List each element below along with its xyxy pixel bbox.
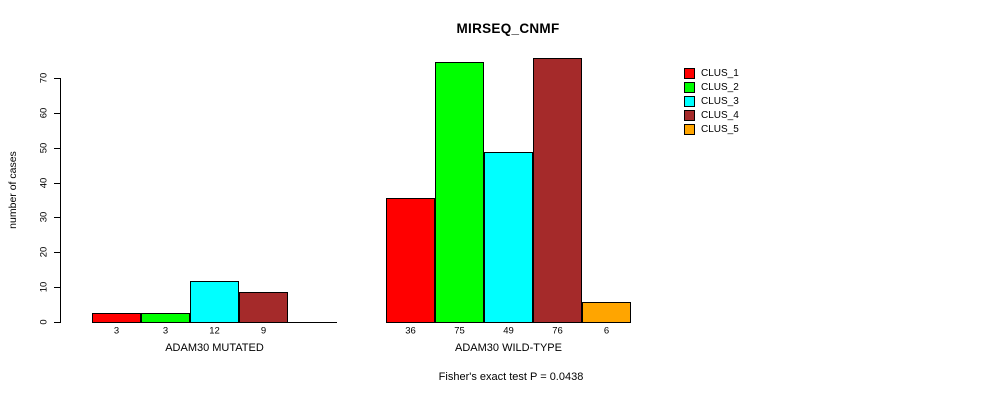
bar-value-label: 6 <box>603 325 610 337</box>
group-label: ADAM30 WILD-TYPE <box>455 342 562 354</box>
y-axis-tick <box>54 78 60 79</box>
bar <box>533 58 582 323</box>
y-axis-tick-label: 10 <box>38 281 50 293</box>
fisher-test-caption: Fisher's exact test P = 0.0438 <box>438 371 584 383</box>
bar <box>141 313 190 323</box>
y-axis-tick-label: 40 <box>38 177 50 189</box>
bar <box>435 62 484 323</box>
bar-value-label: 3 <box>162 325 169 337</box>
y-axis-tick-label: 0 <box>38 319 50 325</box>
y-axis-line <box>60 78 61 323</box>
bar-value-label: 49 <box>503 325 514 337</box>
y-axis-tick <box>54 287 60 288</box>
bar-value-label: 75 <box>454 325 465 337</box>
bar-value-label: 76 <box>552 325 563 337</box>
bar-value-label: 3 <box>113 325 120 337</box>
bar <box>386 198 435 323</box>
bar-value-label: 36 <box>405 325 416 337</box>
y-axis-tick <box>54 148 60 149</box>
bar <box>239 292 288 323</box>
y-axis-tick <box>54 217 60 218</box>
bar <box>190 281 239 323</box>
bar <box>582 302 631 323</box>
y-axis-tick <box>54 252 60 253</box>
y-axis-tick-label: 20 <box>38 246 50 258</box>
bar-zero <box>288 322 337 323</box>
y-axis-title: number of cases <box>7 151 19 229</box>
chart-title: MIRSEQ_CNMF <box>456 21 560 36</box>
y-axis-tick-label: 50 <box>38 142 50 154</box>
y-axis-tick <box>54 183 60 184</box>
y-axis-tick-label: 70 <box>38 72 50 84</box>
y-axis-tick <box>54 322 60 323</box>
y-axis-tick-label: 30 <box>38 211 50 223</box>
group-label: ADAM30 MUTATED <box>165 342 264 354</box>
y-axis-tick-label: 60 <box>38 107 50 119</box>
bar-value-label: 9 <box>260 325 267 337</box>
bar-value-label: 12 <box>209 325 220 337</box>
bar <box>92 313 141 323</box>
bar <box>484 152 533 323</box>
y-axis-tick <box>54 113 60 114</box>
